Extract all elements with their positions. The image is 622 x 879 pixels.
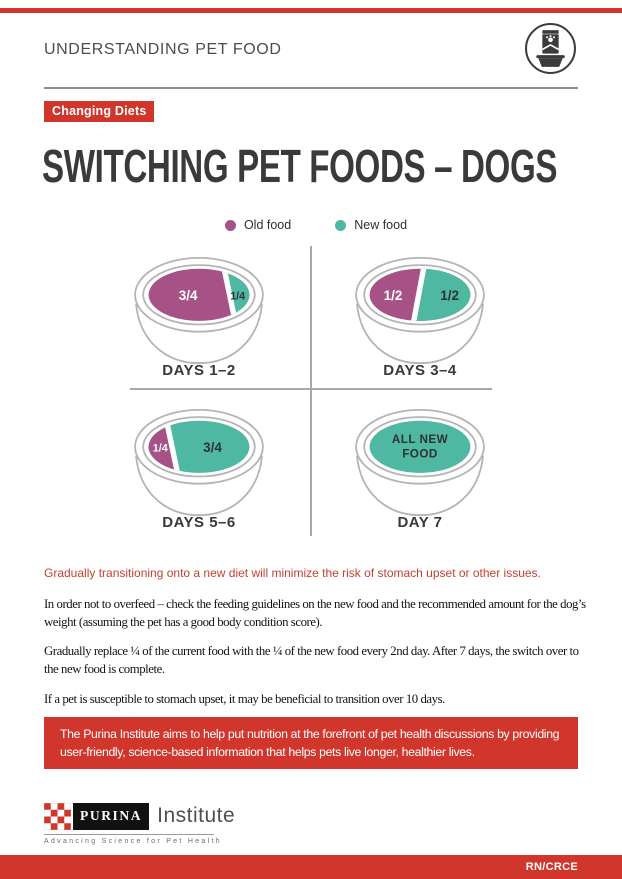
bowl-days-5-6: 1/4 3/4 DAYS 5–6 (109, 400, 289, 550)
logo-divider (44, 834, 214, 835)
new-food-fraction: 1/4 (230, 290, 245, 302)
header-divider (44, 87, 578, 89)
old-food-fraction: 1/4 (153, 442, 168, 454)
legend-label-new: New food (354, 218, 408, 232)
bowl-caption: DAYS 3–4 (383, 362, 457, 379)
purina-institute-logo: PURINA Institute (44, 802, 235, 830)
legend: Old food New food (0, 218, 622, 232)
section-badge: Changing Diets (44, 101, 155, 122)
callout-text: The Purina Institute aims to help put nu… (60, 726, 560, 759)
pet-food-bag-icon (524, 22, 577, 75)
grid-divider-vertical (310, 246, 312, 536)
page-kicker: UNDERSTANDING PET FOOD (44, 41, 282, 58)
legend-label-old: Old food (243, 218, 292, 232)
legend-item-old-food: Old food (224, 218, 292, 232)
callout-box: The Purina Institute aims to help put nu… (44, 717, 578, 769)
bowl-day-7: ALL NEW FOOD DAY 7 (330, 400, 510, 550)
new-food-fraction: 1/2 (440, 288, 459, 303)
old-food-fraction: 3/4 (179, 288, 198, 303)
top-accent-bar (0, 8, 622, 13)
institute-wordmark: Institute (157, 804, 236, 827)
bowl-illustration: 3/4 1/4 (134, 257, 264, 365)
grid-divider-horizontal (130, 388, 492, 390)
bowl-caption: DAY 7 (397, 514, 443, 531)
all-new-food-label-line1: ALL NEW (392, 433, 449, 446)
purina-checkerboard-icon (44, 802, 71, 830)
paragraph-overfeed: In order not to overfeed – check the fee… (44, 597, 586, 630)
page-title: SWITCHING PET FOODS – DOGS (42, 140, 558, 192)
old-food-fraction: 1/2 (384, 288, 403, 303)
document-code: RN/CRCE (525, 861, 578, 873)
bowl-days-3-4: 1/2 1/2 DAYS 3–4 (330, 248, 510, 398)
bowl-illustration: 1/4 3/4 (134, 409, 264, 517)
bowl-caption: DAYS 1–2 (162, 362, 236, 379)
new-food-swatch (335, 219, 347, 231)
paragraph-replace: Gradually replace ¼ of the current food … (44, 644, 579, 677)
purina-wordmark: PURINA (73, 802, 150, 830)
all-new-food-label-line2: FOOD (402, 448, 438, 461)
body-copy: Gradually transitioning onto a new diet … (44, 566, 589, 719)
legend-item-new-food: New food (335, 218, 407, 232)
bottom-accent-bar: RN/CRCE (0, 855, 622, 879)
paragraph-stomach-upset: If a pet is susceptible to stomach upset… (44, 691, 445, 706)
old-food-swatch (224, 219, 236, 231)
logo-tagline: Advancing Science for Pet Health (44, 838, 222, 845)
bowl-caption: DAYS 5–6 (162, 514, 236, 531)
bowl-days-1-2: 3/4 1/4 DAYS 1–2 (109, 248, 289, 398)
bowl-illustration: ALL NEW FOOD (355, 409, 485, 517)
new-food-fraction: 3/4 (203, 440, 222, 455)
highlight-sentence: Gradually transitioning onto a new diet … (44, 566, 541, 580)
bowl-illustration: 1/2 1/2 (355, 257, 485, 365)
